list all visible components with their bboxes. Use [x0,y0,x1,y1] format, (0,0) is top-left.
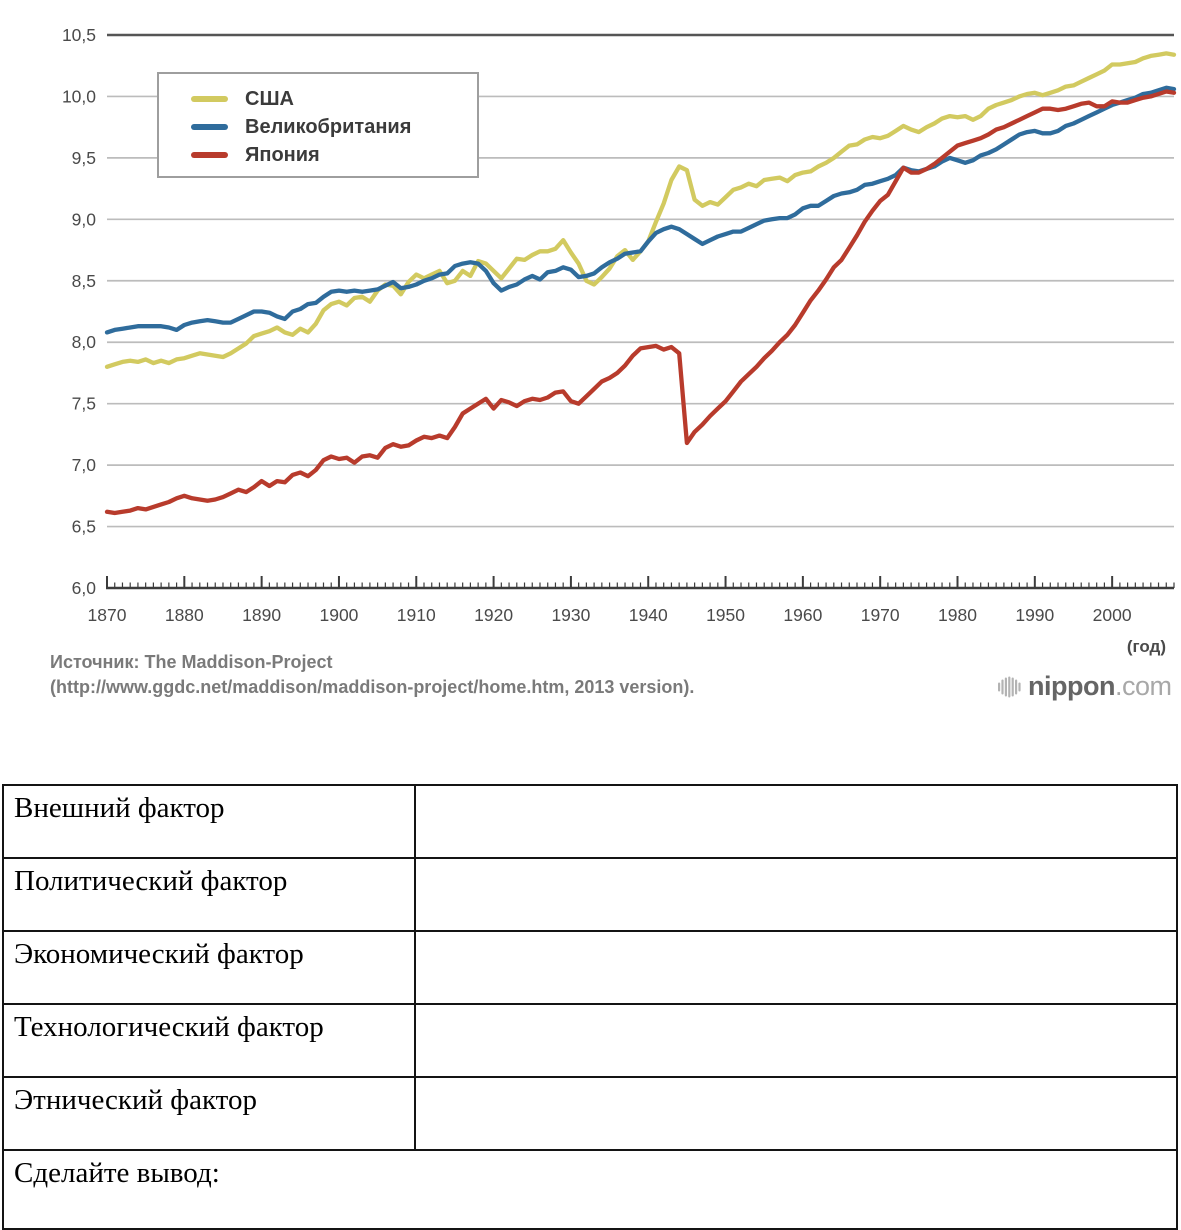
legend-swatch-usa-icon [191,96,228,102]
factor-label-cell: Политический фактор [2,857,416,932]
factor-label-cell: Экономический фактор [2,930,416,1005]
legend-label-japan: Япония [245,144,320,166]
x-tick-label: 1970 [861,605,900,625]
factors-table-wrap: Внешний фактор Политический фактор Экономи… [2,784,1178,1230]
source-note: Источник: The Maddison-Project (http://w… [50,650,694,700]
nippon-logo: nippon .com [997,671,1172,702]
x-tick-label: 1990 [1015,605,1054,625]
x-axis-unit-label: (год) [1126,637,1166,656]
y-tick-label: 6,5 [72,517,96,537]
x-tick-label: 1870 [88,605,127,625]
y-tick-label: 10,5 [62,25,96,45]
table-row: Этнический фактор [2,1076,1178,1151]
y-tick-label: 8,5 [72,271,96,291]
answer-cell [414,1076,1178,1151]
gdp-chart: 10,5 10,0 9,5 9,0 8,5 8,0 7,5 7,0 6,5 6,0 1870 1880… [50,25,1177,702]
answer-cell [414,784,1178,859]
legend-item-japan: Япония [191,141,477,169]
x-tick-label: 1940 [629,605,668,625]
answer-cell [414,1003,1178,1078]
legend-label-usa: США [245,88,294,110]
x-tick-label: 1920 [474,605,513,625]
answer-cell [414,857,1178,932]
x-tick-label: 1980 [938,605,977,625]
conclusion-row: Сделайте вывод: [2,1149,1178,1230]
y-tick-label: 10,0 [62,86,96,106]
y-tick-label: 6,0 [72,578,97,598]
y-tick-label: 9,5 [72,148,96,168]
answer-cell [414,930,1178,1005]
y-tick-label: 8,0 [72,332,97,352]
x-tick-label: 1910 [397,605,436,625]
x-tick-label: 1890 [242,605,281,625]
brand-tld: .com [1114,671,1172,701]
table-row: Политический фактор [2,857,1178,932]
x-tick-label: 1950 [706,605,745,625]
factors-table: Внешний фактор Политический фактор Экономи… [2,784,1178,1230]
factor-label-cell: Внешний фактор [2,784,416,859]
y-tick-label: 7,5 [72,394,96,414]
y-tick-label: 9,0 [72,209,97,229]
x-tick-label: 1960 [783,605,822,625]
x-tick-label: 2000 [1093,605,1132,625]
legend-item-usa: США [191,85,477,113]
series-line-japan [104,89,1177,516]
table-row: Экономический фактор [2,930,1178,1005]
table-row: Технологический фактор [2,1003,1178,1078]
x-tick-label: 1930 [551,605,590,625]
source-line-2: (http://www.ggdc.net/maddison/maddison-p… [50,677,695,697]
series-line-uk [104,85,1177,335]
factor-label-cell: Этнический фактор [2,1076,416,1151]
table-row: Внешний фактор [2,784,1178,859]
x-tick-label: 1900 [319,605,358,625]
brand-name: nippon [1028,671,1115,701]
source-line-1: Источник: The Maddison-Project [50,652,333,672]
legend-swatch-japan-icon [191,152,228,158]
legend-swatch-uk-icon [191,124,228,130]
chart-plot: 10,5 10,0 9,5 9,0 8,5 8,0 7,5 7,0 6,5 6,0 1870 1880… [62,25,1177,625]
conclusion-cell: Сделайте вывод: [2,1149,1178,1230]
nippon-globe-icon [998,676,1021,697]
chart-legend: США Великобритания Япония [157,72,479,178]
legend-item-uk: Великобритания [191,113,477,141]
y-tick-label: 7,0 [72,455,97,475]
x-tick-label: 1880 [165,605,204,625]
factor-label-cell: Технологический фактор [2,1003,416,1078]
legend-label-uk: Великобритания [245,116,412,138]
